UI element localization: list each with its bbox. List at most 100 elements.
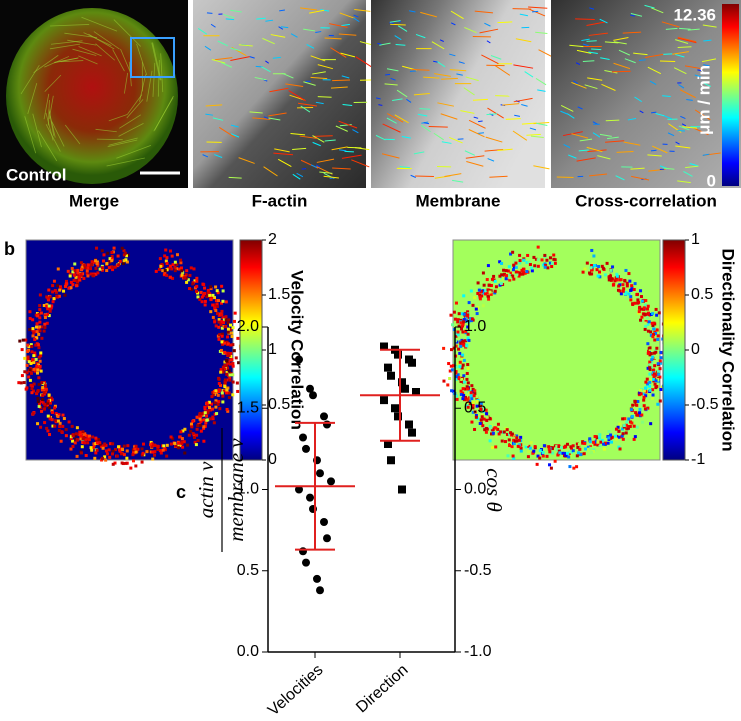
heatmap-speckle [32,361,36,365]
heatmap-speckle [226,386,230,390]
heatmap-speckle [36,400,40,404]
heatmap-speckle [55,294,59,298]
flow-arrow [274,148,290,153]
flow-arrow [449,136,463,144]
heatmap-speckle [469,289,473,293]
heatmap-speckle [485,278,489,282]
heatmap-speckle [222,321,226,325]
heatmap-speckle [502,272,506,276]
heatmap-speckle [37,312,41,316]
flow-arrow [535,77,547,86]
flow-arrow [683,170,693,177]
heatmap-speckle [221,394,225,398]
heatmap-speckle [637,300,641,304]
actin-fiber [54,57,79,63]
heatmap-speckle [215,302,219,306]
heatmap-speckle [519,449,523,453]
actin-fiber [152,42,162,81]
heatmap-speckle [126,253,130,257]
heatmap-speckle [47,304,51,308]
heatmap-speckle [234,356,238,360]
heatmap-speckle [469,319,473,323]
heatmap-speckle [646,311,650,315]
heatmap-speckle [222,318,226,322]
flow-arrow [571,133,589,139]
heatmap-speckle [94,272,98,276]
actin-fiber [113,19,142,47]
micrograph [193,0,366,188]
colorbar [239,239,263,461]
heatmap-speckle [519,443,523,447]
colorbar-tick-label: 1 [691,231,700,248]
heatmap-speckle [178,444,182,448]
heatmap-speckle [226,351,230,355]
heatmap-speckle [223,367,227,371]
heatmap-speckle [472,394,476,398]
heatmap-speckle [108,257,112,261]
heatmap-speckle [189,429,193,433]
heatmap-speckle [649,422,653,426]
heatmap-speckle [110,452,114,456]
heatmap-speckle [26,343,30,347]
heatmap-speckle [550,261,554,265]
heatmap-speckle [456,333,460,337]
heatmap-speckle [450,368,454,372]
heatmap-speckle [463,329,467,333]
heatmap-speckle [82,441,86,445]
heatmap-speckle [38,304,42,308]
heatmap-speckle [111,449,115,453]
flow-arrow [385,73,391,76]
heatmap-speckle [638,316,642,320]
flow-arrow [571,81,587,89]
heatmap-speckle [100,268,104,272]
flow-arrow [527,8,546,17]
flow-arrow [463,87,475,96]
heatmap-speckle [225,340,229,344]
y-title-numerator: actin v [194,461,218,518]
heatmap-speckle [199,429,203,433]
heatmap-speckle [630,421,634,425]
heatmap-speckle [203,303,207,307]
actin-fiber [160,53,164,93]
heatmap-speckle [484,430,488,434]
flow-arrow [290,132,306,136]
actin-fiber [60,60,84,63]
flow-arrow [419,108,431,110]
heatmap-speckle [461,363,465,367]
heatmap-speckle [624,423,628,427]
heatmap-speckle [214,324,218,328]
heatmap-speckle [442,346,446,350]
flow-arrow [439,39,444,42]
heatmap-speckle [45,426,49,430]
heatmap-speckle [31,327,35,331]
heatmap-speckle [652,372,656,376]
heatmap-speckle [73,441,77,445]
actin-fiber [123,72,129,94]
flow-arrow [223,13,235,19]
flow-arrow [468,129,485,138]
heatmap-speckle [597,265,601,269]
heatmap-speckle [111,442,115,446]
heatmap-speckle [468,400,472,404]
heatmap-speckle [48,295,52,299]
heatmap-speckle [38,316,42,320]
heatmap-speckle [481,424,485,428]
heatmap-speckle [516,444,520,448]
heatmap-speckle [621,437,625,441]
heatmap-speckle [38,320,42,324]
flow-arrow [589,173,608,177]
actin-fiber [51,40,83,45]
heatmap-speckle [621,283,625,287]
data-point [387,371,395,380]
heatmap-speckle [42,392,46,396]
flow-arrow [477,132,484,134]
heatmap-speckle [211,415,215,419]
heatmap-speckle [581,270,585,274]
heatmap-speckle [450,389,454,393]
heatmap-speckle [36,343,40,347]
heatmap-speckle [124,461,128,465]
heatmap-speckle [484,288,488,292]
heatmap-speckle [219,370,223,374]
heatmap-speckle [568,465,572,469]
heatmap-speckle [151,457,155,461]
